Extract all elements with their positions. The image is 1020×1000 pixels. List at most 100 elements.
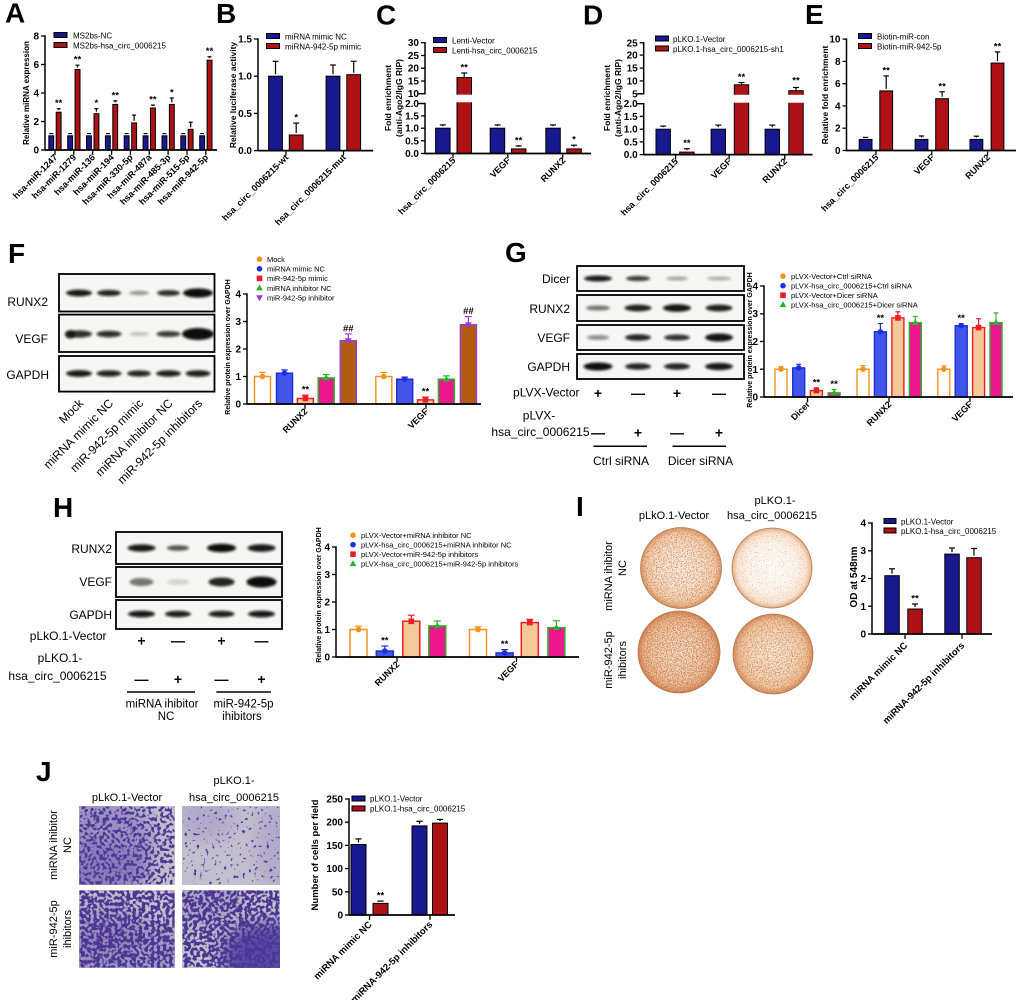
svg-text:pLVX-hsa_circ_0006215+Ctrl siR: pLVX-hsa_circ_0006215+Ctrl siRNA	[791, 282, 912, 291]
svg-text:*: *	[572, 135, 576, 146]
svg-text:ihibitors: ihibitors	[222, 711, 262, 723]
svg-text:**: **	[813, 377, 821, 388]
svg-text:**: **	[792, 76, 800, 87]
svg-text:**: **	[377, 891, 385, 902]
svg-text:pLVX-Vector: pLVX-Vector	[513, 386, 579, 400]
svg-text:20: 20	[408, 64, 420, 75]
svg-text:0: 0	[33, 146, 39, 157]
svg-text:4: 4	[33, 89, 39, 100]
svg-text:0: 0	[752, 393, 758, 404]
svg-text:J: J	[36, 756, 52, 787]
svg-text:0: 0	[860, 630, 866, 641]
svg-text:3: 3	[235, 317, 241, 328]
svg-text:pLKO.1-hsa_circ_0006215: pLKO.1-hsa_circ_0006215	[370, 805, 466, 814]
svg-text:GAPDH: GAPDH	[6, 368, 49, 382]
svg-text:—: —	[135, 671, 149, 687]
svg-text:pLKO.1-: pLKO.1-	[214, 775, 255, 787]
svg-text:GAPDH: GAPDH	[527, 360, 570, 374]
svg-text:**: **	[683, 138, 691, 149]
svg-text:MS2bs-hsa_circ_0006215: MS2bs-hsa_circ_0006215	[73, 42, 166, 51]
svg-text:+: +	[673, 385, 681, 401]
svg-text:miR-942-5p: miR-942-5p	[213, 699, 273, 711]
svg-text:pLKO.1-hsa_circ_0006215-sh1: pLKO.1-hsa_circ_0006215-sh1	[673, 45, 784, 54]
svg-text:1: 1	[752, 365, 758, 376]
svg-text:*: *	[95, 98, 99, 109]
svg-text:+: +	[217, 633, 225, 649]
svg-text:**: **	[877, 313, 885, 324]
svg-text:pLkO.1-Vector: pLkO.1-Vector	[639, 510, 710, 522]
svg-text:2: 2	[235, 345, 241, 356]
svg-text:**: **	[422, 387, 430, 398]
svg-text:ihibitors: ihibitors	[617, 641, 629, 679]
svg-text:**: **	[830, 379, 838, 390]
svg-text:1.5: 1.5	[238, 35, 252, 46]
svg-text:Ctrl siRNA: Ctrl siRNA	[593, 454, 649, 468]
svg-text:**: **	[882, 65, 890, 76]
svg-text:200: 200	[326, 818, 343, 829]
svg-text:250: 250	[326, 795, 343, 806]
svg-text:4: 4	[835, 101, 841, 112]
svg-text:**: **	[515, 135, 523, 146]
svg-text:+: +	[715, 425, 723, 441]
svg-text:3: 3	[860, 546, 866, 557]
svg-text:##: ##	[463, 306, 474, 317]
svg-text:**: **	[738, 72, 746, 83]
svg-text:0: 0	[324, 653, 330, 664]
svg-text:100: 100	[326, 864, 343, 875]
svg-text:—: —	[631, 385, 645, 401]
svg-text:miRNA mimic NC: miRNA mimic NC	[267, 265, 325, 274]
svg-text:0.0: 0.0	[405, 149, 419, 160]
svg-text:10: 10	[829, 35, 841, 46]
svg-text:0.0: 0.0	[238, 146, 252, 157]
svg-text:—: —	[171, 633, 185, 649]
svg-text:6: 6	[835, 79, 841, 90]
svg-text:50: 50	[332, 887, 344, 898]
svg-text:8: 8	[835, 57, 841, 68]
svg-text:pLKO.1-Vector: pLKO.1-Vector	[673, 35, 726, 44]
svg-text:**: **	[938, 81, 946, 92]
svg-text:3: 3	[752, 309, 758, 320]
svg-text:0: 0	[235, 400, 241, 411]
svg-text:pLVX-: pLVX-	[523, 409, 555, 423]
svg-text:I: I	[576, 491, 584, 522]
svg-text:pLVX-Vector+Ctrl siRNA: pLVX-Vector+Ctrl siRNA	[791, 272, 872, 281]
svg-text:1.0: 1.0	[238, 72, 252, 83]
svg-text:**: **	[206, 46, 214, 57]
svg-text:NC: NC	[617, 560, 629, 576]
svg-text:4: 4	[324, 543, 330, 554]
svg-text:4: 4	[860, 519, 866, 530]
svg-text:*: *	[170, 88, 174, 99]
svg-text:pLkO.1-Vector: pLkO.1-Vector	[92, 792, 163, 804]
svg-text:0: 0	[337, 911, 343, 922]
svg-text:15: 15	[627, 64, 639, 75]
svg-text:**: **	[112, 90, 120, 101]
svg-text:hsa_circ_0006215: hsa_circ_0006215	[189, 792, 279, 804]
svg-text:A: A	[5, 0, 25, 29]
svg-text:0.5: 0.5	[624, 137, 638, 148]
svg-text:hsa_circ_0006215: hsa_circ_0006215	[8, 669, 106, 683]
svg-text:Biotin-miR-942-5p: Biotin-miR-942-5p	[877, 43, 942, 52]
svg-text:—: —	[712, 385, 726, 401]
svg-text:15: 15	[408, 77, 420, 88]
svg-text:Mock: Mock	[267, 255, 285, 264]
svg-text:pLkO.1-Vector: pLkO.1-Vector	[30, 629, 107, 643]
svg-text:Relative protein expression ov: Relative protein expression over GAPDH	[316, 527, 323, 662]
svg-text:**: **	[957, 313, 965, 324]
svg-text:miRNA ihibitor: miRNA ihibitor	[48, 810, 60, 880]
svg-text:VEGF: VEGF	[79, 575, 112, 589]
svg-text:25: 25	[408, 51, 420, 62]
svg-text:8: 8	[33, 32, 39, 43]
svg-text:D: D	[583, 0, 603, 31]
svg-text:1: 1	[860, 602, 866, 613]
svg-text:2: 2	[324, 598, 330, 609]
svg-text:miR-942-5p: miR-942-5p	[48, 900, 60, 957]
svg-text:MS2bs-NC: MS2bs-NC	[73, 32, 112, 41]
svg-text:—: —	[591, 425, 605, 441]
svg-text:+: +	[594, 385, 602, 401]
svg-text:Lenti-Vector: Lenti-Vector	[452, 37, 495, 46]
svg-text:miRNA-942-5p mimic: miRNA-942-5p mimic	[285, 43, 361, 52]
svg-text:pLVX-hsa_circ_0006215+miRNA in: pLVX-hsa_circ_0006215+miRNA inhibitor NC	[361, 541, 512, 550]
svg-text:1.0: 1.0	[624, 125, 638, 136]
svg-text:—: —	[670, 425, 684, 441]
svg-text:miR-942-5p inhibitor: miR-942-5p inhibitor	[267, 293, 335, 302]
